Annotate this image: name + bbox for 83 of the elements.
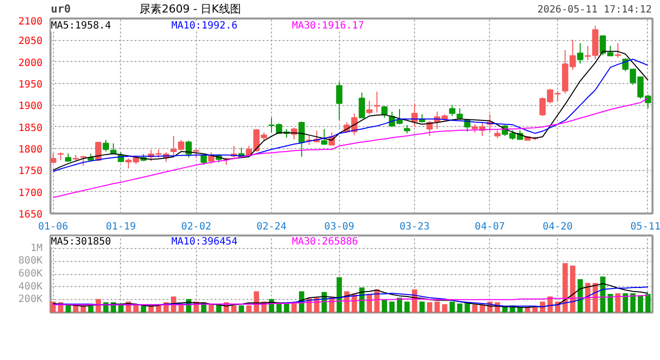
y-tick-label: 1800 — [18, 144, 43, 156]
candlestick — [95, 142, 102, 162]
x-tick-label: 01-06 — [38, 222, 68, 232]
bar — [404, 302, 410, 312]
candlestick — [186, 140, 192, 158]
candlestick — [577, 42, 584, 64]
bar — [96, 299, 101, 312]
bar — [502, 306, 508, 312]
y-tick-label: 1750 — [18, 166, 43, 178]
candlestick — [102, 139, 109, 152]
candlestick — [50, 152, 56, 163]
bar — [178, 304, 184, 312]
bar — [457, 304, 462, 312]
bar — [615, 293, 620, 312]
x-tick-label: 05-11 — [630, 222, 660, 232]
text: MA10:396454 — [171, 236, 238, 248]
bar — [442, 304, 448, 312]
bar — [231, 305, 236, 312]
candlestick — [358, 92, 365, 118]
text: 2026-05-11 17:14:12 — [537, 4, 652, 16]
y-tick-label: 2100 — [18, 16, 43, 28]
bar — [419, 302, 425, 312]
y-tick-label: 1900 — [18, 101, 43, 112]
candlestick — [614, 42, 621, 58]
bar — [396, 298, 402, 312]
text: MA10:1992.6 — [171, 20, 238, 32]
y-tick-label: 2050 — [18, 36, 43, 48]
bar — [216, 304, 222, 312]
bar — [532, 307, 538, 312]
x-tick-label: 02-24 — [256, 222, 287, 232]
x-tick-label: 02-02 — [181, 222, 212, 232]
y-tick-label: 2000 — [18, 58, 43, 69]
bar — [276, 304, 282, 312]
bar — [450, 302, 455, 312]
candlestick — [366, 100, 373, 115]
bar — [284, 304, 290, 312]
y-tick-label: 1700 — [18, 188, 43, 199]
y-tick-label: 1850 — [18, 122, 43, 134]
text: MA30:1916.17 — [292, 20, 364, 32]
candlestick — [298, 121, 305, 158]
text: MA30:265886 — [292, 236, 358, 248]
x-tick-label: 03-09 — [324, 222, 354, 232]
bar — [585, 282, 590, 312]
bar — [638, 295, 644, 312]
x-tick-label: 01-19 — [106, 222, 136, 232]
text: MA5:1958.4 — [50, 20, 112, 32]
y-tick-label: 200K — [18, 294, 43, 306]
bar — [434, 302, 440, 312]
bar — [472, 304, 478, 312]
candlestick — [381, 106, 388, 118]
x-tick-label: 03-23 — [400, 222, 430, 232]
y-tick-label: 1650 — [18, 210, 43, 220]
y-tick-label: 800K — [18, 256, 43, 267]
candlestick — [336, 81, 342, 120]
bar — [570, 266, 576, 312]
x-tick-label: 04-20 — [542, 222, 573, 232]
bar — [336, 277, 342, 312]
y-tick-label: 400K — [18, 281, 43, 292]
candlestick — [200, 154, 207, 166]
y-tick-label: 1950 — [18, 80, 43, 90]
y-tick-label: 600K — [18, 268, 43, 280]
text: MA5:301850 — [50, 236, 112, 248]
bar — [645, 294, 651, 312]
bar — [291, 304, 297, 312]
text: ur0 — [50, 2, 71, 16]
candlestick — [321, 128, 328, 146]
bar — [66, 304, 71, 312]
bar — [426, 302, 432, 312]
bar — [608, 294, 613, 312]
candlestick — [449, 104, 456, 116]
candlestick — [374, 91, 380, 114]
line-series — [52, 294, 648, 306]
x-tick-label: 04-07 — [474, 222, 505, 232]
bar — [389, 302, 395, 312]
bar — [600, 276, 606, 312]
bar — [238, 305, 244, 312]
bar — [246, 305, 252, 312]
y-tick-label: 1M — [30, 242, 43, 254]
chart-title: 尿素2609 - 日K线图 — [140, 2, 241, 16]
bar — [88, 306, 94, 312]
bar — [562, 263, 568, 312]
bar — [480, 304, 485, 312]
bar — [382, 300, 388, 312]
